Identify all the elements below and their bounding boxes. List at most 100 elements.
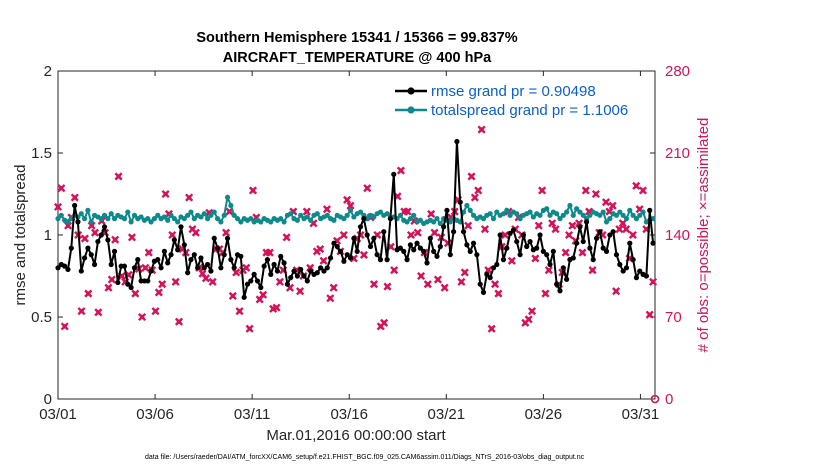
totalspread-point: [58, 212, 64, 218]
assimilated-marker-dot: [344, 197, 350, 203]
rmse-point: [91, 261, 98, 268]
assimilated-marker-dot: [650, 279, 656, 285]
rmse-point: [171, 237, 177, 243]
assimilated-marker: [440, 283, 449, 292]
rmse-point: [95, 238, 101, 245]
rmse-point: [507, 230, 513, 236]
rmse-point: [454, 138, 460, 145]
totalspread-point: [607, 216, 613, 222]
assimilated-marker-dot: [496, 291, 501, 296]
assimilated-marker-dot: [610, 203, 615, 208]
assimilated-marker-dot: [533, 256, 538, 261]
rmse-point: [421, 248, 427, 254]
rmse-point: [318, 265, 324, 271]
totalspread-point: [377, 209, 384, 215]
rmse-point: [88, 252, 94, 258]
rmse-point: [470, 240, 477, 246]
assimilated-marker: [383, 282, 392, 291]
rmse-point: [497, 232, 503, 238]
rmse-point: [357, 224, 364, 230]
assimilated-marker-dot: [593, 191, 599, 197]
assimilated-marker-dot: [89, 223, 94, 228]
assimilated-marker: [84, 289, 93, 298]
y-tick-label: 1: [44, 227, 52, 244]
rmse-point: [544, 252, 550, 258]
rmse-point: [125, 281, 131, 287]
assimilated-marker: [242, 263, 251, 272]
rmse-point: [238, 253, 244, 259]
assimilated-marker: [316, 245, 325, 254]
rmse-point: [324, 265, 330, 271]
totalspread-point: [248, 216, 254, 222]
rmse-point: [231, 265, 237, 271]
rmse-point: [480, 289, 487, 295]
assimilated-marker: [265, 248, 274, 257]
rmse-point: [65, 266, 71, 273]
y-axis-right-label: # of obs: o=possible; ×=assimilated: [695, 118, 712, 353]
totalspread-point: [204, 216, 211, 222]
totalspread-point: [98, 216, 104, 222]
rmse-point: [181, 242, 187, 248]
totalspread-point: [580, 212, 586, 218]
rmse-point: [254, 278, 261, 284]
totalspread-point: [431, 219, 437, 225]
rmse-point: [308, 268, 314, 274]
assimilated-marker: [541, 289, 550, 298]
assimilated-marker-dot: [391, 267, 397, 273]
assimilated-marker-dot: [143, 265, 148, 270]
assimilated-marker: [423, 280, 432, 289]
assimilated-marker: [380, 318, 389, 327]
assimilated-marker-dot: [405, 209, 410, 214]
assimilated-marker-dot: [553, 226, 558, 232]
assimilated-marker-dot: [647, 312, 652, 317]
assimilated-marker: [80, 234, 89, 243]
legend-rmse-marker: [407, 87, 415, 95]
assimilated-marker: [464, 221, 473, 230]
totalspread-point: [603, 219, 610, 225]
rmse-point: [467, 248, 473, 254]
assimilated-marker-dot: [106, 285, 111, 290]
assimilated-marker: [501, 230, 510, 240]
assimilated-marker-dot: [153, 308, 158, 314]
assimilated-marker: [544, 266, 553, 275]
rmse-point: [191, 252, 197, 258]
rmse-point: [251, 271, 257, 277]
assimilated-marker: [346, 201, 355, 210]
assimilated-marker: [137, 312, 147, 322]
assimilated-marker: [363, 184, 372, 193]
rmse-point: [504, 245, 510, 251]
assimilated-marker-dot: [361, 252, 367, 258]
totalspread-point: [125, 209, 131, 215]
totalspread-point: [88, 219, 94, 225]
assimilated-marker-dot: [321, 258, 326, 263]
assimilated-marker-dot: [415, 230, 420, 235]
rmse-point: [248, 278, 254, 284]
rmse-point: [148, 268, 154, 274]
legend-spread-label: totalspread grand pr = 1.1006: [431, 102, 628, 119]
assimilated-marker: [272, 303, 281, 312]
assimilated-marker-dot: [566, 232, 572, 238]
assimilated-marker: [427, 209, 436, 218]
rmse-point: [268, 271, 274, 277]
totalspread-point: [507, 212, 513, 218]
plot-area: [57, 70, 656, 400]
totalspread-point: [470, 212, 477, 218]
rmse-point: [105, 237, 111, 243]
totalspread-point: [487, 211, 493, 217]
totalspread-point: [145, 216, 151, 222]
rmse-series: [55, 138, 656, 300]
legend-box: [395, 80, 647, 120]
assimilated-marker: [430, 228, 439, 237]
x-tick-label: 03/21: [428, 406, 466, 423]
assimilated-marker-dot: [72, 195, 78, 200]
assimilated-marker: [632, 181, 641, 190]
assimilated-marker-dot: [331, 285, 336, 290]
assimilated-marker: [578, 248, 587, 257]
assimilated-marker-dot: [287, 285, 293, 290]
totalspread-point: [344, 212, 350, 218]
assimilated-marker: [487, 324, 496, 333]
assimilated-marker: [208, 277, 217, 286]
assimilated-marker-dot: [462, 270, 467, 275]
assimilated-marker-dot: [583, 188, 589, 193]
rmse-point: [517, 252, 523, 258]
